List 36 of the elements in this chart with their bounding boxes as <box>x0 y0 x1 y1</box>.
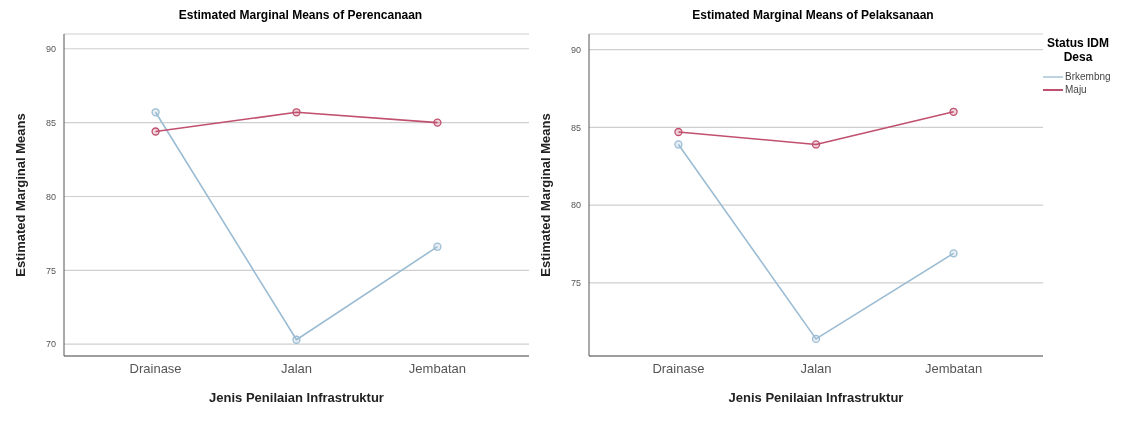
y-tick-label: 75 <box>45 265 56 276</box>
x-tick-label: Jembatan <box>408 361 466 377</box>
x-axis-title: Jenis Penilaian Infrastruktur <box>209 390 384 405</box>
y-tick-label: 90 <box>45 43 56 54</box>
x-tick-label: Jalan <box>800 361 832 377</box>
y-tick-label: 80 <box>570 200 581 211</box>
x-axis-title: Jenis Penilaian Infrastruktur <box>728 390 904 405</box>
point <box>949 107 958 116</box>
point <box>811 334 821 344</box>
chart-title: Estimated Marginal Means of Perencanaan <box>177 8 424 24</box>
y-tick-label: 70 <box>45 339 56 350</box>
chart-title: Estimated Marginal Means of Pelaksanaan <box>691 8 935 24</box>
y-tick-label: 90 <box>570 44 581 55</box>
y-tick-label: 75 <box>570 278 581 289</box>
x-tick-label: Drainase <box>129 361 182 377</box>
y-axis-title: Estimated Marginal Means <box>12 113 28 277</box>
y-tick-label: 85 <box>45 117 56 128</box>
legend-label: Maju <box>1065 83 1087 96</box>
legend-label: Brkembng <box>1065 70 1111 83</box>
point <box>292 335 301 344</box>
x-tick-label: Jalan <box>280 361 313 377</box>
point <box>811 140 821 149</box>
point <box>151 108 160 117</box>
x-tick-label: Jembatan <box>925 361 983 377</box>
point <box>674 127 683 137</box>
point <box>433 118 442 127</box>
point <box>674 140 683 149</box>
point <box>433 242 442 251</box>
legend-title: Status IDM Desa <box>1046 36 1110 64</box>
point <box>292 108 301 117</box>
x-tick-label: Drainase <box>652 361 705 377</box>
y-tick-label: 80 <box>45 191 56 202</box>
point <box>151 127 160 136</box>
y-axis-title: Estimated Marginal Means <box>537 113 553 277</box>
y-tick-label: 85 <box>570 122 581 133</box>
point <box>949 249 958 258</box>
